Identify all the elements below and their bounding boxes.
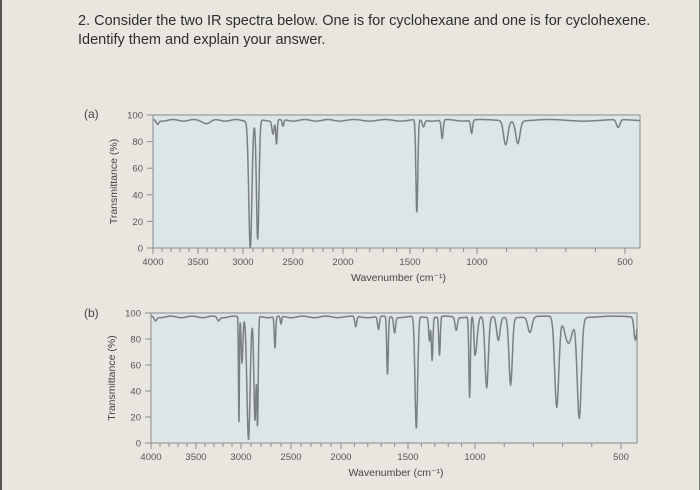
y-axis-title: Transmittance (%) bbox=[106, 335, 118, 420]
y-tick-label: 0 bbox=[136, 439, 141, 450]
x-tick-label: 4000 bbox=[140, 452, 161, 463]
y-tick-label: 0 bbox=[138, 244, 143, 255]
y-tick-label: 60 bbox=[130, 361, 141, 372]
x-tick-label: 4000 bbox=[142, 257, 163, 268]
x-tick-label: 2000 bbox=[332, 257, 353, 268]
x-tick-label: 500 bbox=[617, 257, 633, 268]
x-tick-label: 3500 bbox=[185, 452, 206, 463]
ir-spectrum-b: 0 20 40 60 80 100 Transmittance (%) 4000 3500 300… bbox=[106, 309, 638, 479]
y-tick-label: 60 bbox=[132, 164, 143, 175]
x-tick-label: 2500 bbox=[282, 257, 303, 268]
x-tick-label: 500 bbox=[613, 452, 629, 463]
plot-area bbox=[152, 114, 641, 249]
x-tick-label: 3000 bbox=[230, 452, 251, 463]
x-tick-label: 1500 bbox=[399, 257, 420, 268]
x-axis-title: Wavenumber (cm⁻¹) bbox=[351, 272, 446, 284]
x-tick-label: 3500 bbox=[187, 257, 208, 268]
x-tick-label: 2000 bbox=[330, 452, 351, 463]
question-text: 2. Consider the two IR spectra below. On… bbox=[78, 12, 678, 50]
y-tick-label: 40 bbox=[132, 190, 143, 201]
x-tick-label: 1000 bbox=[464, 452, 485, 463]
chart-a-label: (a) bbox=[84, 107, 99, 121]
spectrum-trace bbox=[152, 118, 641, 249]
y-tick-label: 100 bbox=[125, 309, 141, 320]
x-tick-label: 2500 bbox=[280, 452, 301, 463]
question-line-2: Identify them and explain your answer. bbox=[78, 32, 326, 48]
x-axis-title: Wavenumber (cm⁻¹) bbox=[349, 467, 444, 479]
question-line-1: 2. Consider the two IR spectra below. On… bbox=[78, 13, 651, 29]
plot-area bbox=[150, 312, 638, 444]
spectrum-trace bbox=[150, 315, 638, 440]
y-tick-label: 100 bbox=[127, 111, 143, 122]
y-tick-label: 20 bbox=[130, 413, 141, 424]
y-tick-label: 40 bbox=[130, 387, 141, 398]
y-tick-label: 20 bbox=[132, 217, 143, 228]
chart-b-label: (b) bbox=[84, 306, 99, 320]
x-tick-label: 1000 bbox=[466, 257, 487, 268]
x-tick-label: 3000 bbox=[232, 257, 253, 268]
y-tick-label: 80 bbox=[132, 137, 143, 148]
y-tick-label: 80 bbox=[130, 335, 141, 346]
y-axis-title: Transmittance (%) bbox=[108, 139, 120, 224]
x-tick-label: 1500 bbox=[397, 452, 418, 463]
ir-spectrum-a: 0 20 40 60 80 100 Transmittance (%) 4000 3500 300… bbox=[108, 111, 641, 284]
